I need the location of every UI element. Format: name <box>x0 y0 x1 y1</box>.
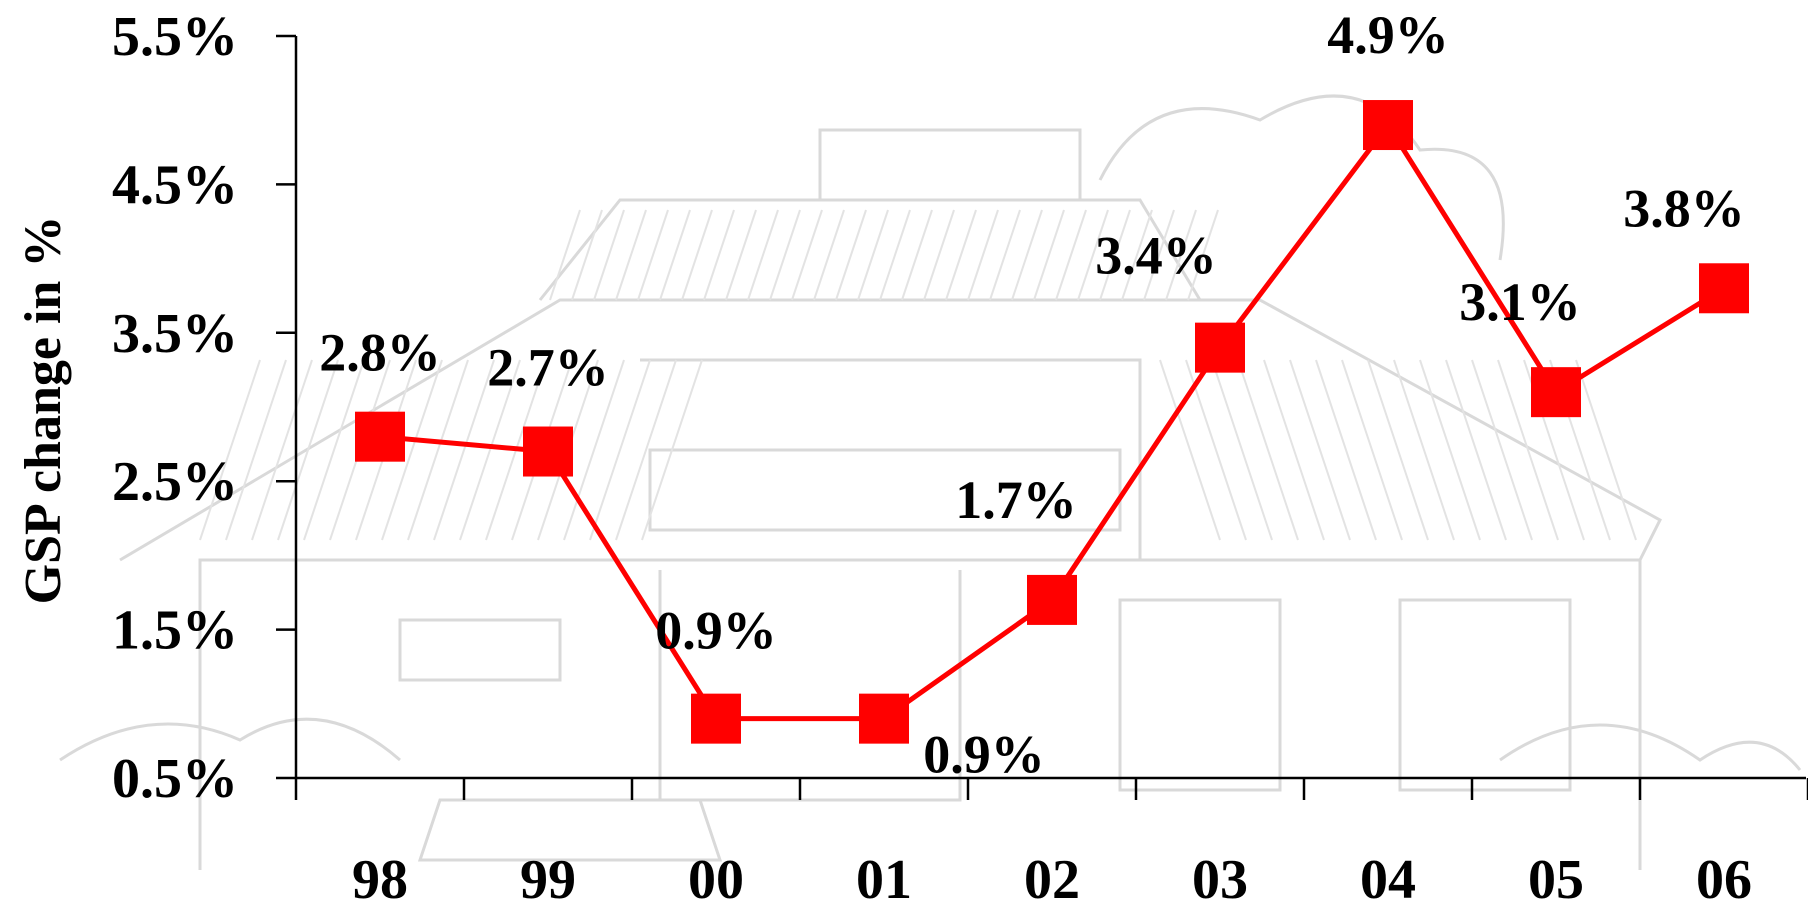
series-path <box>379 120 1726 722</box>
data-point-marker <box>1027 574 1077 625</box>
x-tick-label: 99 <box>520 849 576 906</box>
x-tick-label: 03 <box>1192 849 1248 906</box>
x-tick-label: 98 <box>352 849 408 906</box>
data-point-marker <box>1195 322 1245 373</box>
y-tick-label: 2.5% <box>112 451 238 513</box>
data-point-marker <box>1363 100 1413 151</box>
y-axis-ticks: 0.5% 1.5% 2.5% 3.5% 4.5% 5.5% <box>112 6 296 810</box>
data-label: 0.9% <box>923 725 1045 785</box>
data-point-marker <box>1531 367 1581 418</box>
data-point-marker <box>859 693 909 744</box>
y-tick-label: 3.5% <box>112 303 238 365</box>
data-point-marker <box>355 411 405 462</box>
y-axis-title: GSP change in % <box>15 216 72 605</box>
x-tick-label: 04 <box>1360 849 1416 906</box>
data-label: 2.8% <box>319 323 441 383</box>
data-label: 1.7% <box>955 470 1077 530</box>
data-label: 3.8% <box>1623 178 1745 238</box>
data-label: 4.9% <box>1327 5 1449 65</box>
data-point-marker <box>691 693 741 744</box>
data-label: 2.7% <box>487 338 609 398</box>
y-tick-label: 1.5% <box>112 600 238 662</box>
x-axis: 98 99 00 01 02 03 04 05 06 <box>294 776 1808 906</box>
x-tick-label: 00 <box>688 849 744 906</box>
y-tick-label: 0.5% <box>112 748 238 810</box>
data-label: 3.4% <box>1095 226 1217 286</box>
y-tick-label: 4.5% <box>112 154 238 216</box>
data-point-marker <box>523 426 573 477</box>
data-point-marker <box>1699 263 1749 314</box>
x-axis-ticks: 98 99 00 01 02 03 04 05 06 <box>294 778 1808 906</box>
x-tick-label: 01 <box>856 849 912 906</box>
x-tick-label: 02 <box>1024 849 1080 906</box>
data-label: 0.9% <box>655 601 777 661</box>
house-sketch-background <box>59 94 1802 870</box>
x-tick-label: 06 <box>1696 849 1752 906</box>
x-tick-label: 05 <box>1528 849 1584 906</box>
y-axis: 0.5% 1.5% 2.5% 3.5% 4.5% 5.5% <box>112 6 298 810</box>
data-labels: 2.8% 2.7% 0.9% 0.9% 1.7% 3.4% 4.9% 3.1% 3.8% <box>319 5 1745 785</box>
series-line <box>355 100 1749 744</box>
data-label: 3.1% <box>1459 272 1581 332</box>
y-tick-label: 5.5% <box>112 6 238 68</box>
